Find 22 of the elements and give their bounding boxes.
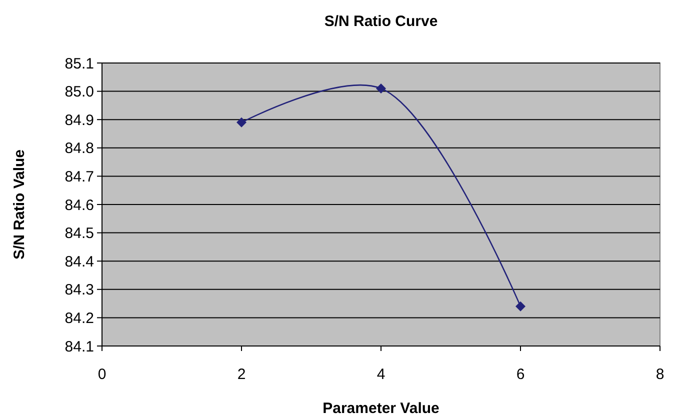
x-tick-label: 2 (237, 366, 246, 383)
y-axis-title: S/N Ratio Value (11, 149, 28, 260)
y-tick-label: 84.3 (64, 282, 94, 299)
point (236, 117, 246, 128)
x-tick-label: 0 (98, 366, 106, 383)
y-tick-label: 84.1 (64, 338, 94, 356)
y-tick-label: 84.6 (64, 196, 94, 214)
y-tick-label: 84.5 (64, 225, 94, 242)
y-tick-label: 84.7 (64, 168, 94, 186)
x-tick-label: 8 (656, 366, 664, 383)
y-tick-label: 84.8 (64, 140, 94, 158)
y-tick-label: 84.9 (64, 112, 94, 129)
y-tick-label: 84.4 (64, 253, 94, 270)
y-tick-label: 84.2 (64, 310, 94, 327)
x-axis-title: Parameter Value (322, 400, 440, 417)
chart-title: S/N Ratio Curve (324, 13, 438, 30)
point (376, 83, 386, 94)
x-tick-label: 6 (516, 366, 525, 383)
y-tick-label: 85.1 (64, 55, 94, 72)
y-tick-label: 85.0 (64, 84, 94, 101)
x-tick-label: 4 (376, 366, 386, 383)
point (516, 301, 526, 312)
